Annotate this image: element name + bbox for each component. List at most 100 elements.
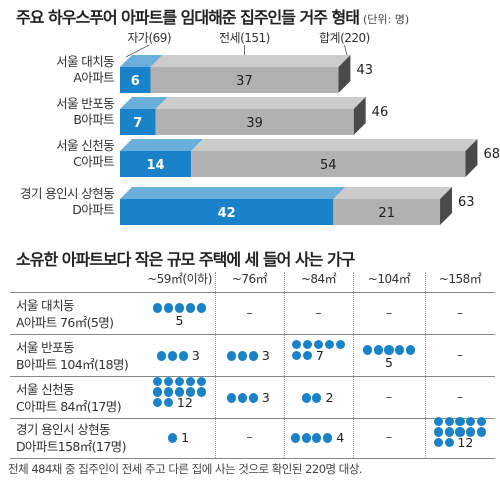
row-label: 서울 대치동 A아파트 76㎡(5명) (16, 297, 114, 331)
unit-dot (167, 351, 178, 361)
value-label-jeonse: 39 (246, 116, 263, 131)
column-header: ~59㎡(이하) (147, 272, 212, 286)
category-label: 서울 반포동 (56, 96, 114, 111)
unit-dot (185, 303, 195, 313)
unit-dot (455, 427, 465, 437)
empty-cell: – (457, 348, 463, 362)
unit-dot (157, 351, 167, 361)
bar-jeonse (333, 199, 441, 225)
series-label-own: 자가(69) (127, 31, 171, 45)
empty-cell: – (457, 306, 463, 320)
unit-dot (185, 387, 195, 397)
unit-dot (248, 351, 258, 361)
empty-cell: – (386, 390, 392, 404)
row-label-line: 서울 신천동 (16, 382, 74, 397)
row-label-line: 서울 반포동 (16, 340, 74, 355)
category-label: 서울 신천동 (56, 138, 114, 153)
totals-label: 합계(220) (319, 31, 370, 45)
unit-dot (164, 376, 174, 386)
unit-dot (153, 398, 163, 408)
value-label-own: 7 (133, 116, 142, 131)
column-header: ~158㎡ (438, 272, 482, 286)
count-label: 5 (385, 354, 393, 370)
count-label: 12 (457, 435, 474, 451)
total-label: 46 (372, 105, 389, 120)
unit-dot (433, 427, 443, 437)
value-label-own: 6 (131, 74, 140, 89)
unit-dot (196, 376, 206, 386)
column-header: ~104㎡ (367, 272, 411, 286)
empty-cell: – (246, 430, 253, 444)
bar-top-jeonse (191, 139, 478, 151)
unit-dot (303, 350, 313, 360)
count-label: 3 (191, 348, 200, 364)
unit-dot (433, 416, 443, 426)
unit-dot (290, 433, 300, 443)
category-label: A아파트 (73, 70, 114, 85)
count-label: 7 (315, 347, 324, 363)
row-label: 경기 용인시 상현동 D아파트158㎡(17명) (16, 421, 126, 455)
total-label: 43 (356, 63, 373, 78)
bar-own (120, 151, 192, 177)
unit-dot (466, 416, 476, 426)
column-header: ~76㎡ (231, 272, 268, 286)
unit-dot (433, 438, 443, 448)
unit-dot (196, 303, 206, 313)
unit-dot (185, 376, 195, 386)
unit-dot (178, 351, 188, 361)
unit-dot (174, 376, 185, 386)
bar-side (465, 139, 478, 177)
unit-dot (164, 303, 174, 313)
unit-dot (335, 340, 345, 350)
bar-side (440, 187, 453, 225)
unit-dot (227, 351, 237, 361)
value-label-own: 42 (218, 206, 236, 221)
row-label-line: A아파트 76㎡(5명) (16, 315, 114, 330)
unit-dot (362, 345, 372, 355)
count-label: 3 (261, 348, 270, 364)
chart-title: 주요 하우스푸어 아파트를 임대해준 집주인들 거주 형태 (단위: 명) (16, 8, 410, 27)
bar-own (120, 199, 334, 225)
footnote: 전체 484채 중 집주인이 전세 주고 다른 집에 사는 것으로 확인된 22… (8, 462, 363, 476)
unit-dot (324, 340, 334, 350)
unit-dot (477, 416, 487, 426)
unit-dot (477, 427, 487, 437)
unit-dot (292, 340, 302, 350)
bar-side (338, 55, 351, 93)
bar-own (120, 109, 156, 135)
unit-dot (167, 433, 178, 443)
unit-dot (312, 393, 322, 403)
bar-top-own (120, 187, 346, 199)
total-label: 68 (483, 147, 500, 162)
value-label-jeonse: 37 (236, 74, 253, 89)
bar-jeonse (191, 151, 466, 177)
value-label-jeonse: 54 (320, 158, 337, 173)
row-label-line: C아파트 84㎡(17명) (16, 399, 122, 414)
unit-dot (153, 387, 163, 397)
unit-dot (301, 433, 311, 443)
row-divider (10, 376, 495, 377)
unit-dot (323, 433, 333, 443)
row-divider (10, 418, 495, 419)
unit-dot (301, 393, 311, 403)
bar-jeonse (150, 67, 339, 93)
empty-cell: – (386, 430, 392, 444)
table-title: 소유한 아파트보다 작은 규모 주택에 세 들어 사는 가구 (16, 250, 355, 269)
unit-dot (248, 393, 258, 403)
row-label: 서울 반포동 B아파트 104㎡(18명) (16, 339, 129, 373)
unit-dot (174, 303, 185, 313)
unit-dot (237, 351, 248, 361)
count-label: 3 (261, 390, 270, 406)
category-label: D아파트 (72, 202, 114, 217)
category-label: 서울 대치동 (56, 54, 114, 69)
category-label: B아파트 (73, 112, 114, 127)
unit-dot (373, 345, 383, 355)
unit-dot (384, 345, 394, 355)
leader-line (125, 44, 150, 58)
bar-top-own (120, 139, 204, 151)
bar-top-jeonse (150, 55, 351, 67)
unit-dot (395, 345, 405, 355)
